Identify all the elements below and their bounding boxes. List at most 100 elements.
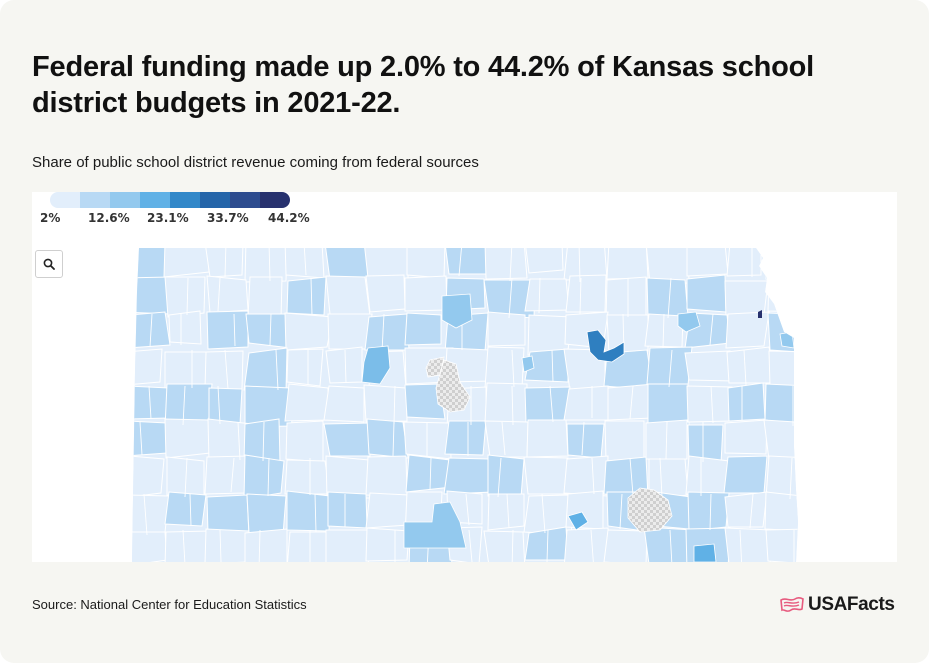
district-cell[interactable]: [206, 275, 249, 314]
district-cell[interactable]: [765, 455, 812, 499]
district-cell[interactable]: [164, 418, 211, 459]
district-cell[interactable]: [687, 491, 730, 532]
district-cell[interactable]: [767, 275, 813, 313]
district-cell[interactable]: [323, 422, 371, 457]
district-high-share[interactable]: [586, 329, 625, 363]
district-no-data[interactable]: [425, 356, 445, 378]
district-cell[interactable]: [764, 491, 807, 532]
district-cell[interactable]: [723, 455, 768, 494]
district-cell[interactable]: [286, 348, 324, 387]
district-cell[interactable]: [364, 313, 410, 351]
district-cell[interactable]: [325, 275, 371, 317]
district-cell[interactable]: [604, 420, 645, 462]
district-cell[interactable]: [484, 420, 529, 458]
district-cell[interactable]: [484, 382, 528, 428]
district-cell[interactable]: [365, 455, 408, 497]
district-cell[interactable]: [327, 491, 368, 529]
district-mid-share[interactable]: [361, 345, 391, 385]
district-cell[interactable]: [126, 531, 168, 562]
district-cell[interactable]: [686, 274, 727, 313]
district-cell[interactable]: [563, 385, 609, 421]
district-cell[interactable]: [565, 274, 607, 313]
district-cell[interactable]: [325, 346, 363, 384]
district-mid-share[interactable]: [567, 511, 589, 531]
district-cell[interactable]: [724, 527, 772, 562]
map-panel[interactable]: 2% 12.6% 23.1% 33.7% 44.2%: [32, 192, 897, 562]
district-cell[interactable]: [404, 383, 446, 420]
district-cell[interactable]: [724, 419, 768, 455]
district-no-data[interactable]: [435, 359, 471, 413]
district-cell[interactable]: [284, 239, 325, 279]
district-cell[interactable]: [727, 382, 766, 422]
district-mid-share[interactable]: [779, 331, 795, 349]
district-cell[interactable]: [563, 239, 608, 281]
district-cell[interactable]: [164, 530, 212, 562]
district-cell[interactable]: [484, 346, 525, 389]
district-cell[interactable]: [286, 531, 331, 562]
district-cell[interactable]: [566, 423, 605, 459]
district-cell[interactable]: [325, 529, 373, 562]
district-cell[interactable]: [724, 491, 768, 528]
district-cell[interactable]: [323, 385, 365, 423]
district-cell[interactable]: [526, 419, 569, 458]
district-cell[interactable]: [726, 346, 776, 384]
district-cell[interactable]: [365, 274, 406, 313]
district-cell[interactable]: [765, 240, 804, 280]
district-cell[interactable]: [164, 491, 207, 527]
district-cell[interactable]: [128, 455, 165, 498]
district-cell[interactable]: [404, 275, 448, 312]
district-cell[interactable]: [247, 276, 283, 320]
usafacts-logo[interactable]: USAFacts: [780, 594, 895, 616]
district-cell[interactable]: [365, 527, 410, 562]
district-cell[interactable]: [126, 420, 168, 457]
district-cell[interactable]: [243, 454, 285, 500]
district-cell[interactable]: [684, 350, 734, 382]
district-cell[interactable]: [363, 384, 408, 423]
district-cell[interactable]: [524, 241, 564, 274]
map-search-button[interactable]: [35, 250, 63, 278]
district-cell[interactable]: [765, 528, 810, 562]
district-cell[interactable]: [404, 312, 442, 346]
district-mid-share[interactable]: [693, 543, 717, 562]
district-cell[interactable]: [444, 420, 487, 456]
district-cell[interactable]: [284, 312, 334, 351]
district-cell[interactable]: [646, 277, 689, 317]
district-cell[interactable]: [246, 493, 287, 536]
district-cell[interactable]: [483, 530, 526, 562]
district-cell[interactable]: [366, 418, 409, 459]
district-cell[interactable]: [484, 241, 528, 280]
district-cell[interactable]: [244, 239, 288, 283]
district-cell[interactable]: [645, 242, 690, 285]
district-cell[interactable]: [285, 420, 324, 463]
district-mid-share[interactable]: [403, 501, 467, 549]
district-cell[interactable]: [443, 457, 494, 495]
district-cell[interactable]: [563, 455, 609, 497]
district-mid-share[interactable]: [521, 355, 535, 373]
kansas-district-map[interactable]: [32, 192, 897, 562]
district-cell[interactable]: [284, 459, 331, 495]
district-cell[interactable]: [686, 385, 733, 423]
district-cell[interactable]: [286, 490, 331, 532]
district-cell[interactable]: [206, 310, 249, 350]
district-cell[interactable]: [325, 455, 371, 499]
district-cell[interactable]: [487, 454, 525, 498]
district-cell[interactable]: [164, 276, 206, 318]
district-cell[interactable]: [128, 311, 171, 349]
district-cell[interactable]: [487, 311, 526, 347]
district-cell[interactable]: [126, 348, 163, 386]
district-cell[interactable]: [603, 529, 648, 562]
district-cell[interactable]: [643, 526, 694, 562]
district-cell[interactable]: [363, 240, 409, 281]
district-cell[interactable]: [124, 276, 172, 315]
district-cell[interactable]: [324, 241, 370, 281]
district-cell[interactable]: [204, 242, 244, 278]
district-cell[interactable]: [204, 350, 244, 390]
district-cell[interactable]: [606, 240, 649, 280]
district-cell[interactable]: [487, 493, 525, 531]
district-cell[interactable]: [764, 383, 807, 424]
district-cell[interactable]: [243, 347, 288, 393]
district-cell[interactable]: [245, 313, 292, 349]
district-cell[interactable]: [606, 314, 649, 355]
district-cell[interactable]: [563, 527, 613, 562]
district-mid-share[interactable]: [677, 311, 701, 333]
